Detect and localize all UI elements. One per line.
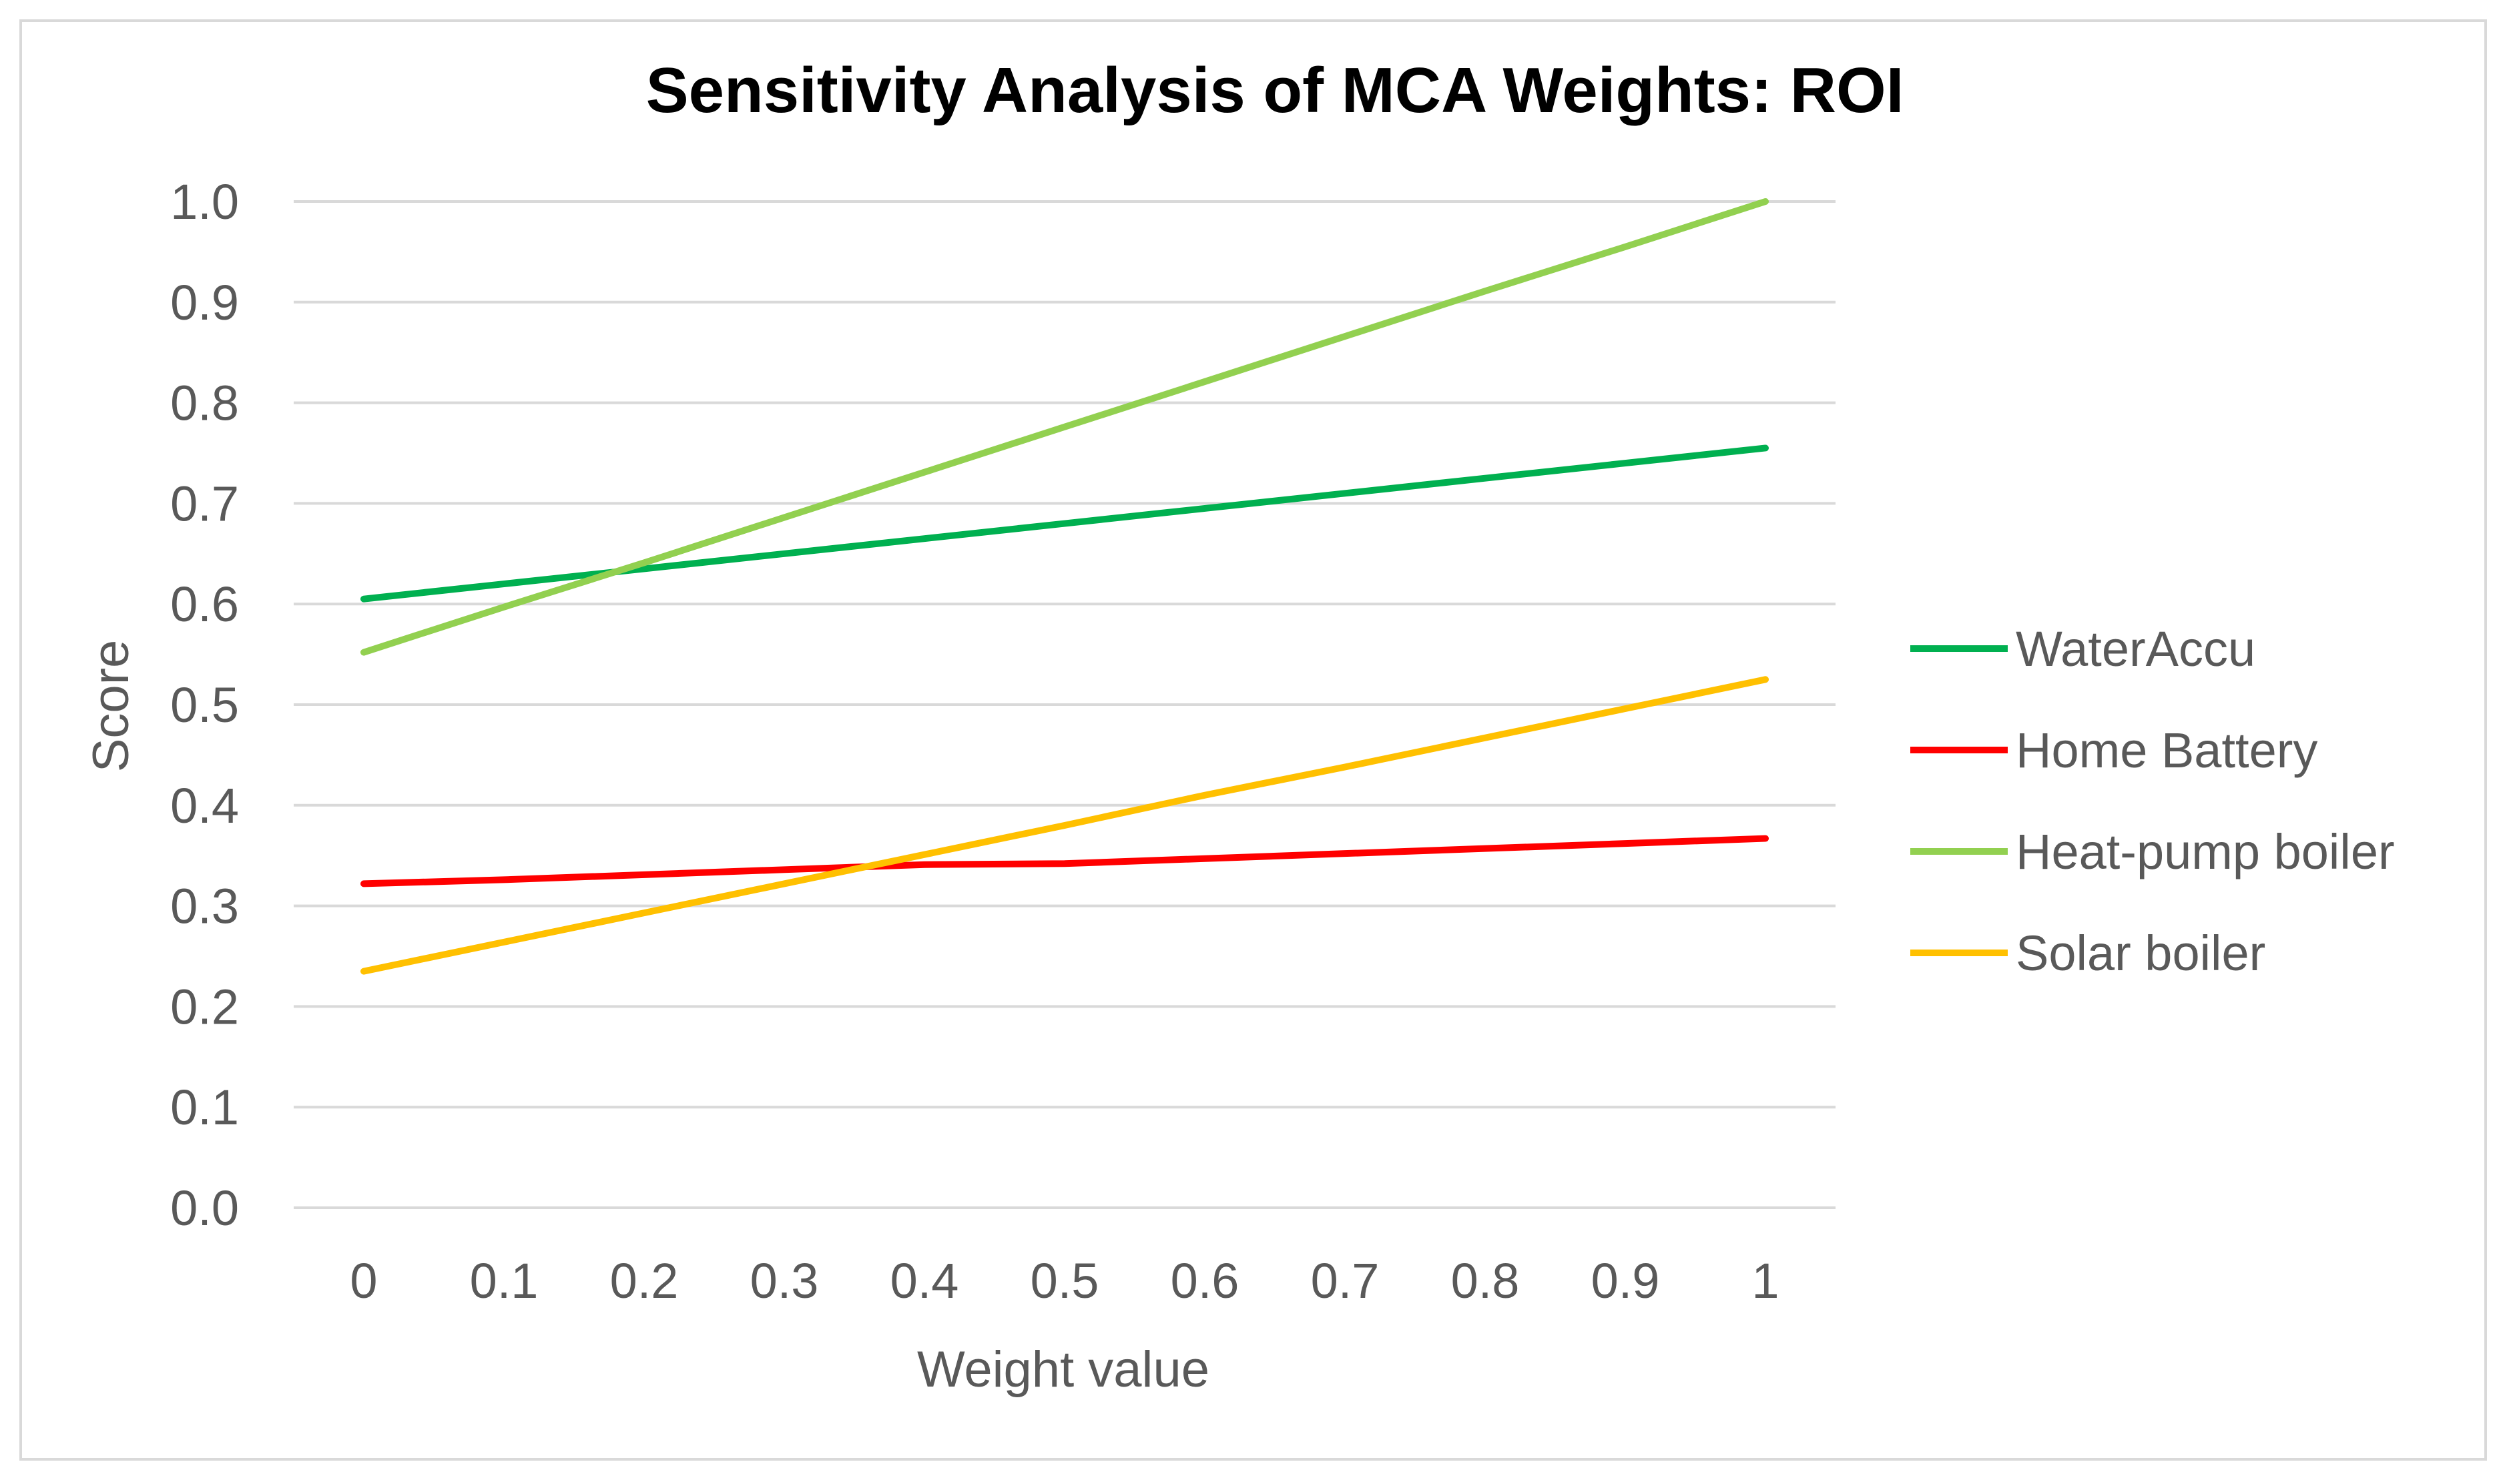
y-axis-ticks: 0.0 0.1 0.2 0.3 0.4 0.5 0.6 0.7 0.8 0.9 1.0 xyxy=(170,174,239,1236)
legend-label: Heat-pump boiler xyxy=(2016,824,2395,879)
y-tick-label: 0.0 xyxy=(170,1180,239,1236)
legend-label: WaterAccu xyxy=(2016,621,2255,677)
x-tick-label: 1 xyxy=(1751,1253,1779,1309)
x-tick-label: 0.7 xyxy=(1311,1253,1380,1309)
y-tick-label: 0.7 xyxy=(170,476,239,531)
series-line-heat-pump-boiler xyxy=(360,198,1769,656)
x-tick-label: 0.3 xyxy=(750,1253,819,1309)
y-tick-label: 0.4 xyxy=(170,778,239,833)
series-line-solar-boiler xyxy=(360,676,1769,975)
y-tick-label: 0.6 xyxy=(170,577,239,632)
y-axis-title: Score xyxy=(83,640,140,773)
series-line-wateraccu xyxy=(360,444,1769,603)
chart-title: Sensitivity Analysis of MCA Weights: ROI xyxy=(646,55,1904,126)
y-tick-label: 0.5 xyxy=(170,677,239,733)
x-tick-label: 0.6 xyxy=(1171,1253,1239,1309)
legend-item-heat-pump-boiler: Heat-pump boiler xyxy=(1910,824,2395,879)
legend-label: Home Battery xyxy=(2016,723,2317,778)
chart-area xyxy=(19,19,2487,1461)
y-tick-label: 0.3 xyxy=(170,879,239,934)
x-tick-label: 0.2 xyxy=(610,1253,679,1309)
x-tick-label: 0.9 xyxy=(1591,1253,1660,1309)
y-tick-label: 0.2 xyxy=(170,979,239,1034)
series-lines xyxy=(360,198,1769,975)
series-line-home-battery xyxy=(360,835,1769,887)
legend-item-home-battery: Home Battery xyxy=(1910,723,2317,778)
x-tick-label: 0.1 xyxy=(470,1253,539,1309)
y-tick-label: 1.0 xyxy=(170,174,239,230)
legend-label: Solar boiler xyxy=(2016,925,2265,981)
gridlines xyxy=(294,200,1836,1209)
y-tick-label: 0.9 xyxy=(170,275,239,330)
x-axis-title: Weight value xyxy=(917,1341,1209,1398)
legend-item-wateraccu: WaterAccu xyxy=(1910,621,2255,677)
legend: WaterAccu Home Battery Heat-pump boiler Sol… xyxy=(1910,621,2395,981)
x-tick-label: 0.8 xyxy=(1451,1253,1520,1309)
x-axis-ticks: 0 0.1 0.2 0.3 0.4 0.5 0.6 0.7 0.8 0.9 1 xyxy=(350,1253,1779,1309)
x-tick-label: 0 xyxy=(350,1253,377,1309)
x-tick-label: 0.5 xyxy=(1031,1253,1099,1309)
y-tick-label: 0.8 xyxy=(170,376,239,431)
legend-item-solar-boiler: Solar boiler xyxy=(1910,925,2265,981)
y-tick-label: 0.1 xyxy=(170,1080,239,1135)
x-tick-label: 0.4 xyxy=(890,1253,959,1309)
